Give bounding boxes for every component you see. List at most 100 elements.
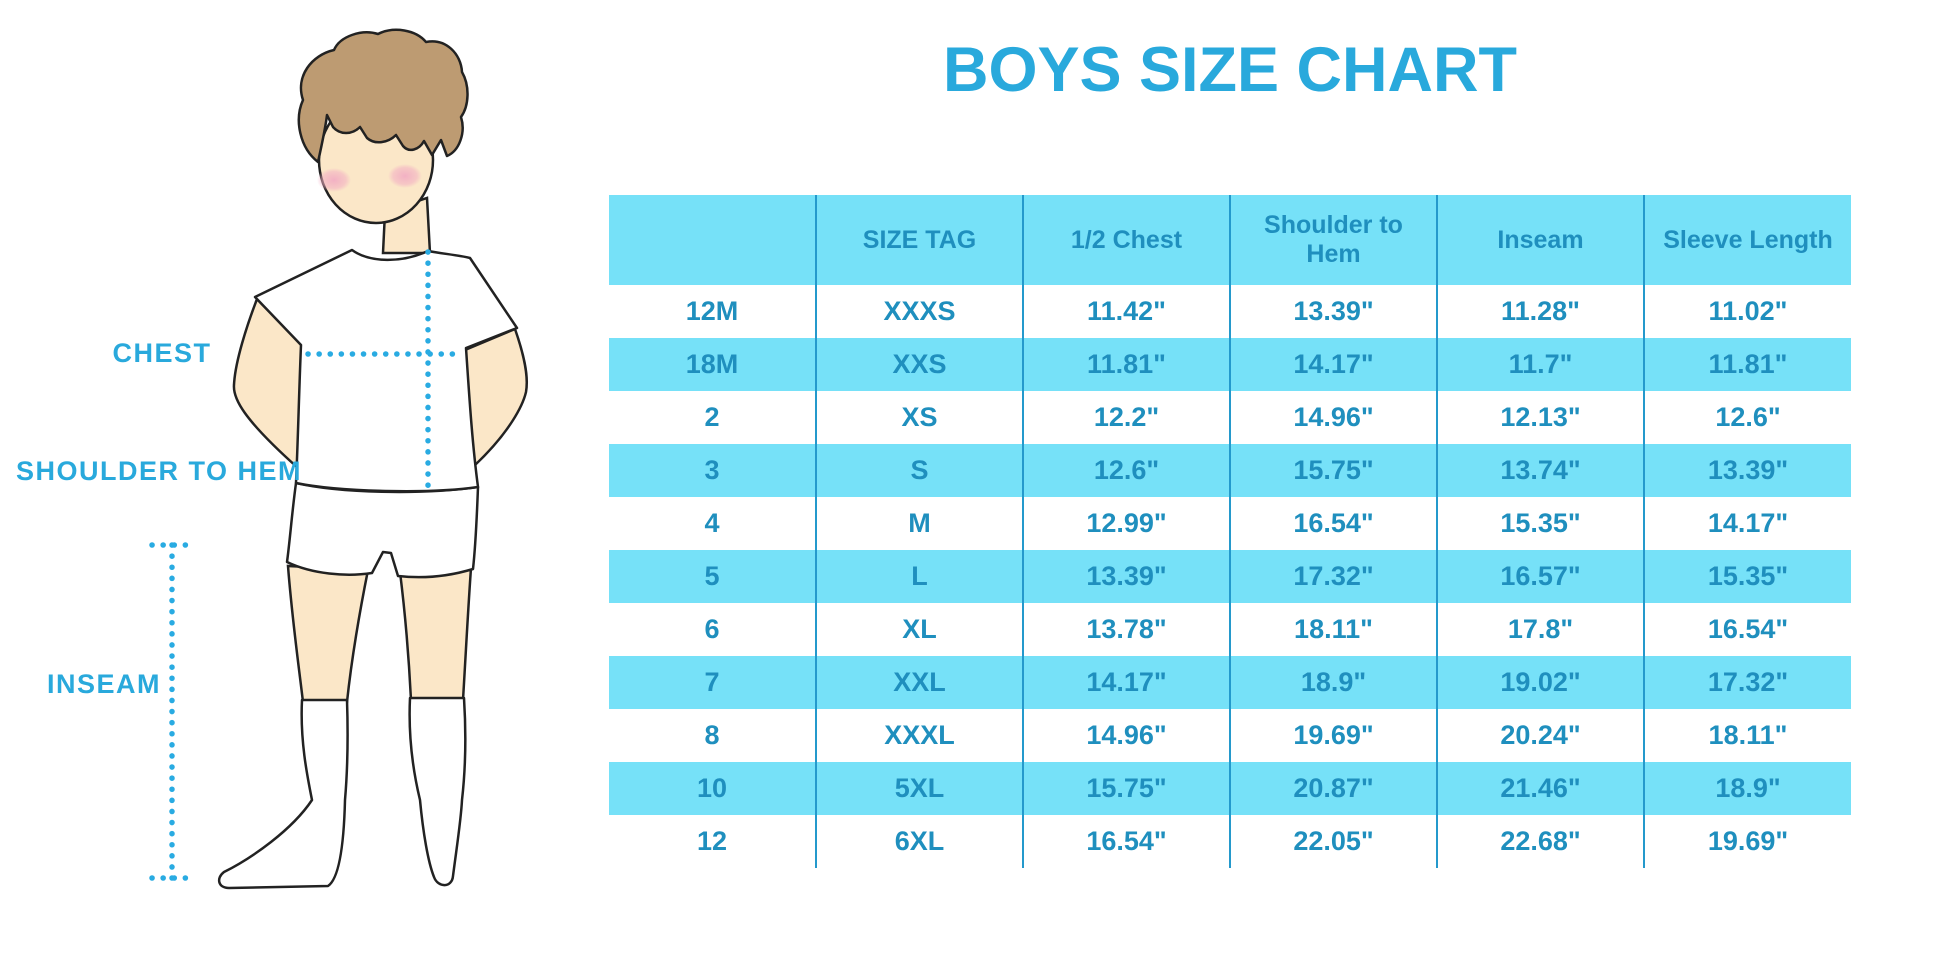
cell-size: 12 <box>609 815 816 868</box>
cell-sleeve-length: 15.35" <box>1643 550 1851 603</box>
cell-half-chest: 12.6" <box>1022 444 1230 497</box>
cell-sleeve-length: 19.69" <box>1643 815 1851 868</box>
cell-size-tag: XXXL <box>815 709 1023 762</box>
cell-half-chest: 13.39" <box>1022 550 1230 603</box>
right-arm <box>454 327 528 468</box>
cell-size-tag: XXXS <box>815 285 1023 338</box>
cell-half-chest: 14.17" <box>1022 656 1230 709</box>
cell-half-chest: 12.2" <box>1022 391 1230 444</box>
table-body: 12M XXXS 11.42" 13.39" 11.28" 11.02" 18M… <box>609 285 1851 868</box>
cell-half-chest: 15.75" <box>1022 762 1230 815</box>
inseam-label: INSEAM <box>47 669 161 699</box>
cell-inseam: 13.74" <box>1436 444 1644 497</box>
cell-half-chest: 12.99" <box>1022 497 1230 550</box>
header-inseam: Inseam <box>1436 195 1644 285</box>
cell-size: 2 <box>609 391 816 444</box>
cell-size-tag: XL <box>815 603 1023 656</box>
cell-size: 7 <box>609 656 816 709</box>
cell-shoulder-to-hem: 13.39" <box>1229 285 1437 338</box>
cell-size-tag: 6XL <box>815 815 1023 868</box>
cell-size: 12M <box>609 285 816 338</box>
cell-inseam: 19.02" <box>1436 656 1644 709</box>
cell-shoulder-to-hem: 14.96" <box>1229 391 1437 444</box>
cell-shoulder-to-hem: 18.9" <box>1229 656 1437 709</box>
cell-size-tag: M <box>815 497 1023 550</box>
cell-shoulder-to-hem: 20.87" <box>1229 762 1437 815</box>
cell-shoulder-to-hem: 14.17" <box>1229 338 1437 391</box>
table-header-row: SIZE TAG 1/2 Chest Shoulder to Hem Insea… <box>609 195 1851 285</box>
header-half-chest: 1/2 Chest <box>1022 195 1230 285</box>
cell-sleeve-length: 13.39" <box>1643 444 1851 497</box>
cell-shoulder-to-hem: 15.75" <box>1229 444 1437 497</box>
cell-inseam: 11.7" <box>1436 338 1644 391</box>
cell-sleeve-length: 18.9" <box>1643 762 1851 815</box>
shorts <box>285 481 480 579</box>
header-sleeve-length: Sleeve Length <box>1643 195 1851 285</box>
cell-half-chest: 16.54" <box>1022 815 1230 868</box>
cell-half-chest: 11.42" <box>1022 285 1230 338</box>
left-blush <box>317 168 351 192</box>
cell-size: 6 <box>609 603 816 656</box>
table-row: 7 XXL 14.17" 18.9" 19.02" 17.32" <box>609 656 1851 709</box>
header-shoulder-to-hem: Shoulder to Hem <box>1229 195 1437 285</box>
left-thigh <box>286 564 370 704</box>
chest-label: CHEST <box>112 338 211 368</box>
page-title: BOYS SIZE CHART <box>942 35 1518 105</box>
cell-sleeve-length: 12.6" <box>1643 391 1851 444</box>
table-row: 12 6XL 16.54" 22.05" 22.68" 19.69" <box>609 815 1851 868</box>
left-sock <box>217 698 349 890</box>
cell-half-chest: 13.78" <box>1022 603 1230 656</box>
cell-sleeve-length: 16.54" <box>1643 603 1851 656</box>
cell-sleeve-length: 11.02" <box>1643 285 1851 338</box>
cell-shoulder-to-hem: 16.54" <box>1229 497 1437 550</box>
cell-shoulder-to-hem: 17.32" <box>1229 550 1437 603</box>
cell-inseam: 21.46" <box>1436 762 1644 815</box>
cell-sleeve-length: 17.32" <box>1643 656 1851 709</box>
right-thigh <box>398 566 473 702</box>
table-row: 4 M 12.99" 16.54" 15.35" 14.17" <box>609 497 1851 550</box>
shoulder-to-hem-label: SHOULDER TO HEM <box>16 456 302 486</box>
cell-size: 4 <box>609 497 816 550</box>
cell-size: 5 <box>609 550 816 603</box>
cell-sleeve-length: 18.11" <box>1643 709 1851 762</box>
cell-size: 10 <box>609 762 816 815</box>
boy-measurement-diagram: CHEST SHOULDER TO HEM INSEAM <box>16 28 528 890</box>
cell-half-chest: 14.96" <box>1022 709 1230 762</box>
hair <box>297 28 469 164</box>
table-row: 18M XXS 11.81" 14.17" 11.7" 11.81" <box>609 338 1851 391</box>
cell-inseam: 16.57" <box>1436 550 1644 603</box>
cell-inseam: 15.35" <box>1436 497 1644 550</box>
table-row: 12M XXXS 11.42" 13.39" 11.28" 11.02" <box>609 285 1851 338</box>
cell-half-chest: 11.81" <box>1022 338 1230 391</box>
size-table-container: SIZE TAG 1/2 Chest Shoulder to Hem Insea… <box>609 195 1851 868</box>
table-row: 2 XS 12.2" 14.96" 12.13" 12.6" <box>609 391 1851 444</box>
cell-sleeve-length: 14.17" <box>1643 497 1851 550</box>
cell-size-tag: XS <box>815 391 1023 444</box>
table-row: 6 XL 13.78" 18.11" 17.8" 16.54" <box>609 603 1851 656</box>
cell-size-tag: 5XL <box>815 762 1023 815</box>
table-row: 5 L 13.39" 17.32" 16.57" 15.35" <box>609 550 1851 603</box>
cell-shoulder-to-hem: 18.11" <box>1229 603 1437 656</box>
cell-inseam: 17.8" <box>1436 603 1644 656</box>
cell-shoulder-to-hem: 22.05" <box>1229 815 1437 868</box>
cell-inseam: 11.28" <box>1436 285 1644 338</box>
cell-size-tag: S <box>815 444 1023 497</box>
table-row: 10 5XL 15.75" 20.87" 21.46" 18.9" <box>609 762 1851 815</box>
size-table: SIZE TAG 1/2 Chest Shoulder to Hem Insea… <box>609 195 1851 868</box>
header-size <box>609 195 816 285</box>
left-arm <box>232 297 316 470</box>
cell-size-tag: XXL <box>815 656 1023 709</box>
right-blush <box>388 164 422 188</box>
cell-size-tag: XXS <box>815 338 1023 391</box>
cell-sleeve-length: 11.81" <box>1643 338 1851 391</box>
right-sock <box>408 696 467 887</box>
cell-shoulder-to-hem: 19.69" <box>1229 709 1437 762</box>
cell-size: 3 <box>609 444 816 497</box>
table-row: 3 S 12.6" 15.75" 13.74" 13.39" <box>609 444 1851 497</box>
cell-size: 8 <box>609 709 816 762</box>
table-row: 8 XXXL 14.96" 19.69" 20.24" 18.11" <box>609 709 1851 762</box>
cell-inseam: 20.24" <box>1436 709 1644 762</box>
header-size-tag: SIZE TAG <box>815 195 1023 285</box>
cell-inseam: 12.13" <box>1436 391 1644 444</box>
